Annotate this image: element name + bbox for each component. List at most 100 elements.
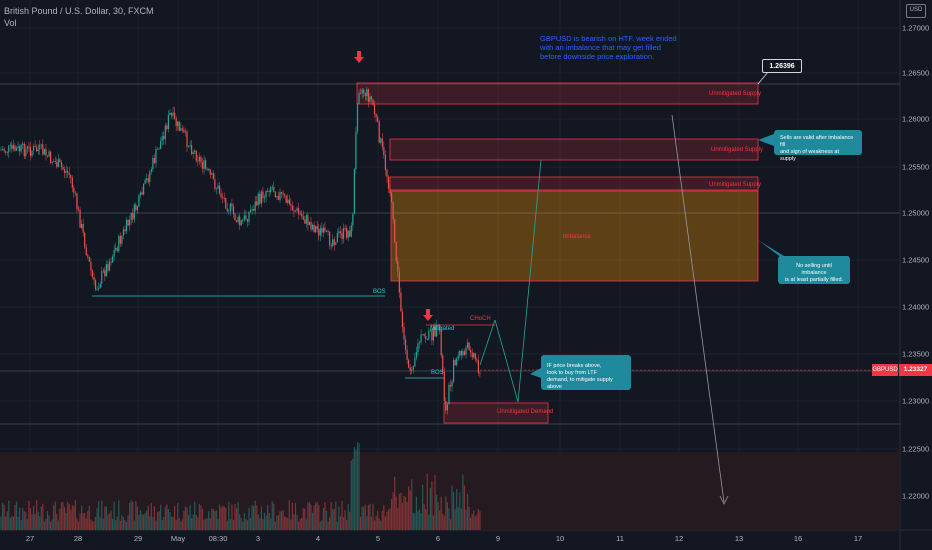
candle-body: [449, 384, 452, 387]
if-price-callout[interactable]: IF price breaks above, look to buy from …: [541, 355, 631, 390]
callout-line: is at least partially filled.: [784, 277, 844, 283]
volume-bar: [28, 500, 30, 530]
candle-body: [186, 131, 188, 147]
volume-bar: [391, 498, 393, 530]
candle-body: [174, 112, 176, 119]
volume-bar: [206, 518, 208, 530]
candle-body: [453, 360, 455, 382]
volume-bar: [150, 502, 152, 530]
volume-bar: [341, 500, 343, 530]
volume-bar: [220, 507, 222, 530]
volume-bar: [212, 508, 214, 530]
volume-bar: [73, 506, 75, 530]
price-tick: 1.22500: [902, 444, 930, 454]
volume-bar: [265, 515, 267, 530]
volume-bar: [310, 504, 312, 530]
candle-body: [46, 155, 49, 157]
candle-body: [336, 233, 338, 243]
candle-body: [342, 228, 345, 239]
time-tick: 17: [853, 534, 863, 543]
volume-bar: [479, 511, 481, 530]
volume-bar: [96, 508, 98, 530]
candle-body: [200, 156, 202, 163]
candle-body: [94, 280, 97, 290]
volume-bar: [287, 518, 289, 530]
volume-bar: [50, 521, 52, 530]
volume-bar: [414, 513, 416, 530]
candle-body: [218, 185, 221, 194]
volume-bar: [113, 501, 115, 530]
volume-bar: [262, 519, 264, 530]
candle-body: [135, 204, 137, 211]
volume-indicator-label[interactable]: Vol: [4, 18, 17, 28]
sells-callout[interactable]: Sells are valid after imbalance fill and…: [774, 130, 862, 162]
volume-bar: [144, 512, 146, 530]
volume-bar: [372, 503, 374, 530]
candle-body: [187, 145, 190, 147]
volume-bar: [453, 492, 455, 530]
volume-bar: [288, 500, 290, 530]
candle-body: [440, 331, 442, 356]
volume-bar: [110, 510, 112, 530]
volume-bar: [0, 516, 2, 530]
candle-body: [341, 233, 343, 239]
candle-body: [220, 193, 222, 198]
candle-body: [307, 215, 309, 225]
volume-bar: [395, 496, 397, 530]
time-tick: 3: [255, 534, 261, 543]
candle-body: [184, 131, 187, 133]
callout-line: and sign of weakness at supply: [780, 149, 840, 162]
candle-body: [296, 208, 298, 211]
candle-body: [293, 210, 295, 212]
candle-body: [395, 241, 397, 262]
candle-body: [170, 112, 173, 116]
volume-bar: [468, 506, 470, 530]
volume-bar: [81, 505, 83, 530]
no-selling-callout[interactable]: No selling until imbalance is at least p…: [778, 256, 850, 284]
analysis-note[interactable]: GBPUSD is bearish on HTF. week ended wit…: [540, 34, 677, 61]
volume-bar: [11, 515, 13, 530]
volume-bar: [76, 518, 78, 530]
candle-body: [166, 125, 168, 130]
candle-body: [299, 213, 301, 215]
candle-body: [79, 209, 81, 228]
candle-body: [394, 219, 396, 242]
candle-body: [456, 358, 458, 366]
candle-body: [26, 146, 28, 150]
candle-body: [291, 205, 293, 211]
currency-button[interactable]: USD: [906, 4, 926, 18]
candle-body: [479, 372, 481, 374]
candle-body: [180, 128, 182, 132]
volume-bar: [451, 485, 453, 530]
level-price-label[interactable]: 1.26396: [762, 59, 802, 73]
candle-body: [129, 219, 131, 226]
downside-projection-arrow: [671, 114, 725, 503]
volume-bar: [335, 501, 337, 530]
volume-bar: [454, 509, 456, 530]
volume-bar: [381, 510, 383, 530]
candle-body: [339, 231, 342, 234]
candle-body: [19, 146, 21, 152]
volume-bar: [201, 508, 204, 530]
volume-bar: [116, 516, 118, 530]
candle-body: [132, 212, 134, 220]
volume-bar: [466, 493, 469, 530]
volume-bar: [346, 520, 348, 530]
symbol-price-tag: GBPUSD: [872, 364, 898, 376]
volume-bar: [56, 514, 58, 530]
candle-body: [32, 146, 35, 151]
volume-bar: [460, 508, 462, 530]
candle-body: [67, 171, 69, 174]
volume-bar: [17, 516, 19, 530]
volume-bar: [115, 520, 117, 530]
volume-bar: [315, 502, 317, 530]
callout-line: IF price breaks above,: [547, 363, 602, 369]
volume-bar: [146, 510, 148, 530]
volume-bar: [68, 503, 70, 530]
candle-body: [338, 231, 340, 234]
candle-body: [175, 118, 177, 127]
volume-bar: [225, 507, 227, 530]
volume-bar: [167, 509, 169, 530]
volume-bar: [294, 502, 297, 530]
